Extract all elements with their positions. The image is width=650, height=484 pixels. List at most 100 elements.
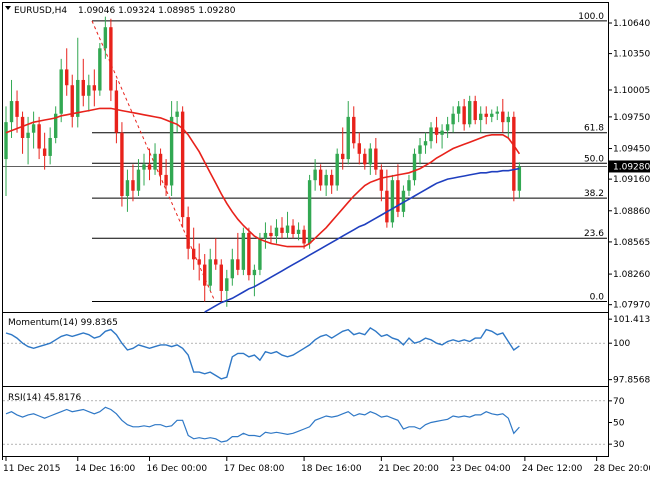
candle-15 xyxy=(87,85,91,96)
candle-65 xyxy=(363,153,367,165)
fib-label-0: 100.0 xyxy=(578,12,604,22)
candle-89 xyxy=(495,111,499,114)
candle-10 xyxy=(59,69,63,114)
candle-18 xyxy=(103,27,108,49)
candle-40 xyxy=(225,278,229,291)
candle-79 xyxy=(440,130,444,135)
time-tick-label-4: 18 Dec 16:00 xyxy=(301,464,362,474)
candle-88 xyxy=(490,113,494,117)
time-tick-label-6: 23 Dec 04:00 xyxy=(450,464,511,474)
candle-69 xyxy=(385,190,389,223)
candle-80 xyxy=(445,124,450,131)
candle-4 xyxy=(26,132,30,138)
candle-53 xyxy=(296,229,301,234)
current-price-label: 1.09280 xyxy=(613,162,650,172)
price-tick-label-2: 1.10005 xyxy=(613,86,650,96)
candle-71 xyxy=(396,180,400,212)
ohlc-values: 1.09046 1.09324 1.08985 1.09280 xyxy=(78,6,236,16)
candle-55 xyxy=(307,180,312,244)
candle-49 xyxy=(274,227,279,237)
candle-28 xyxy=(158,153,163,175)
candle-5 xyxy=(31,124,36,133)
candle-81 xyxy=(451,113,455,125)
candle-47 xyxy=(263,232,268,239)
symbol-label: EURUSD,H4 xyxy=(14,6,67,16)
candle-29 xyxy=(164,174,168,186)
candle-26 xyxy=(147,164,152,170)
candle-31 xyxy=(175,111,179,117)
candle-62 xyxy=(346,116,350,160)
momentum-tick-label-1: 100 xyxy=(613,339,630,349)
candle-82 xyxy=(456,106,461,114)
rsi-indicator: 70 50 30 xyxy=(3,397,625,450)
candle-58 xyxy=(324,174,328,186)
candle-57 xyxy=(318,169,323,186)
candle-73 xyxy=(407,180,411,191)
candle-20 xyxy=(114,90,119,133)
candle-42 xyxy=(236,259,240,270)
candle-46 xyxy=(258,238,262,270)
candle-67 xyxy=(374,148,378,170)
price-axis: 1.10640 1.10350 1.10005 1.09750 1.09450 1.091… xyxy=(608,19,650,311)
fib-label-1: 61.8 xyxy=(584,124,604,134)
candle-50 xyxy=(280,227,284,233)
candle-92 xyxy=(512,116,516,191)
candle-25 xyxy=(142,164,146,170)
candle-44 xyxy=(247,232,251,276)
candle-51 xyxy=(285,225,290,233)
candle-60 xyxy=(335,153,339,186)
momentum-tick-label-2: 97.8568 xyxy=(613,376,650,386)
candle-2 xyxy=(15,101,19,117)
candle-24 xyxy=(136,169,141,191)
candle-37 xyxy=(208,259,212,286)
candle-72 xyxy=(401,190,406,212)
price-panel xyxy=(2,2,609,313)
rsi-line xyxy=(5,406,520,443)
price-tick-label-5: 1.09160 xyxy=(613,175,650,185)
momentum-line xyxy=(5,326,520,380)
time-tick-label-2: 16 Dec 00:00 xyxy=(147,464,208,474)
candle-56 xyxy=(313,169,317,181)
price-tick-label-8: 1.08260 xyxy=(613,270,650,280)
candle-22 xyxy=(125,180,130,197)
time-tick-label-3: 17 Dec 08:00 xyxy=(224,464,285,474)
fib-label-4: 23.6 xyxy=(584,229,604,239)
fibonacci-levels: 100.0 61.8 50.0 38.2 23.6 0.0 xyxy=(3,12,607,303)
time-tick-label-5: 21 Dec 20:00 xyxy=(378,464,439,474)
candle-36 xyxy=(203,264,207,286)
candle-9 xyxy=(53,113,58,138)
candle-90 xyxy=(501,111,505,123)
candle-86 xyxy=(479,113,483,121)
price-tick-label-0: 1.10640 xyxy=(613,19,650,29)
candle-78 xyxy=(434,127,439,135)
price-tick-label-7: 1.08565 xyxy=(613,238,650,248)
fib-label-5: 0.0 xyxy=(590,293,605,303)
candle-52 xyxy=(291,225,295,234)
candle-14 xyxy=(81,79,85,96)
candle-11 xyxy=(65,69,69,86)
candle-17 xyxy=(98,48,102,91)
time-tick-label-1: 14 Dec 16:00 xyxy=(75,464,136,474)
momentum-indicator: 101.4137 100 97.8568 xyxy=(3,315,650,386)
momentum-title: Momentum(14) 99.8365 xyxy=(8,318,118,328)
candle-38 xyxy=(214,259,218,265)
rsi-tick-label-0: 70 xyxy=(613,397,625,407)
time-tick-label-7: 24 Dec 12:00 xyxy=(522,464,583,474)
candle-66 xyxy=(368,148,373,165)
candle-1 xyxy=(9,101,14,123)
rsi-panel xyxy=(2,386,609,457)
candle-48 xyxy=(269,232,273,237)
candle-87 xyxy=(484,113,488,117)
dropdown-triangle-icon xyxy=(5,6,11,10)
candle-7 xyxy=(42,148,47,156)
candle-23 xyxy=(131,180,135,191)
price-tick-label-9: 1.07970 xyxy=(613,301,650,311)
candle-33 xyxy=(186,217,190,249)
price-tick-label-6: 1.08860 xyxy=(613,207,650,217)
fib-label-3: 38.2 xyxy=(584,189,604,199)
candle-64 xyxy=(357,143,361,154)
candle-39 xyxy=(219,264,223,291)
candle-70 xyxy=(390,180,395,223)
candle-30 xyxy=(169,116,174,186)
